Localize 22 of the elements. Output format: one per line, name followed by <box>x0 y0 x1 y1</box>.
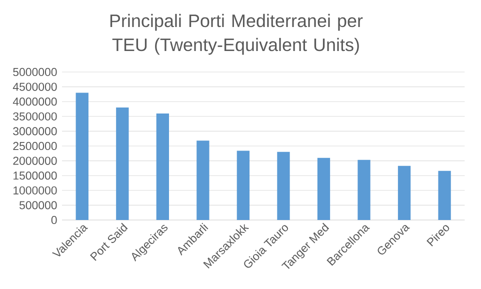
y-tick-label: 1000000 <box>14 186 57 194</box>
bar <box>277 152 290 220</box>
y-tick-label: 2500000 <box>13 142 57 150</box>
chart-title: Principali Porti Mediterranei per TEU (Twenty-Equivalent Units) <box>110 14 363 55</box>
bar <box>358 160 370 220</box>
y-tick-label: 3500000 <box>13 112 57 120</box>
y-tick-label: 1500000 <box>14 172 57 180</box>
y-tick-label: 4000000 <box>12 98 57 106</box>
y-tick-label: 4500000 <box>12 82 57 91</box>
y-tick-label: 0 <box>51 216 57 224</box>
y-tick-label: 500000 <box>19 201 57 210</box>
bar <box>438 170 451 220</box>
y-tick-label: 2000000 <box>13 156 57 165</box>
y-tick-label: 3000000 <box>13 127 57 136</box>
bar <box>116 108 129 220</box>
bar <box>398 166 411 220</box>
bar <box>156 113 170 220</box>
y-tick-label: 5000000 <box>13 68 57 76</box>
bar <box>317 158 330 220</box>
bar <box>236 150 250 220</box>
bar <box>196 140 210 220</box>
bar <box>76 92 88 220</box>
